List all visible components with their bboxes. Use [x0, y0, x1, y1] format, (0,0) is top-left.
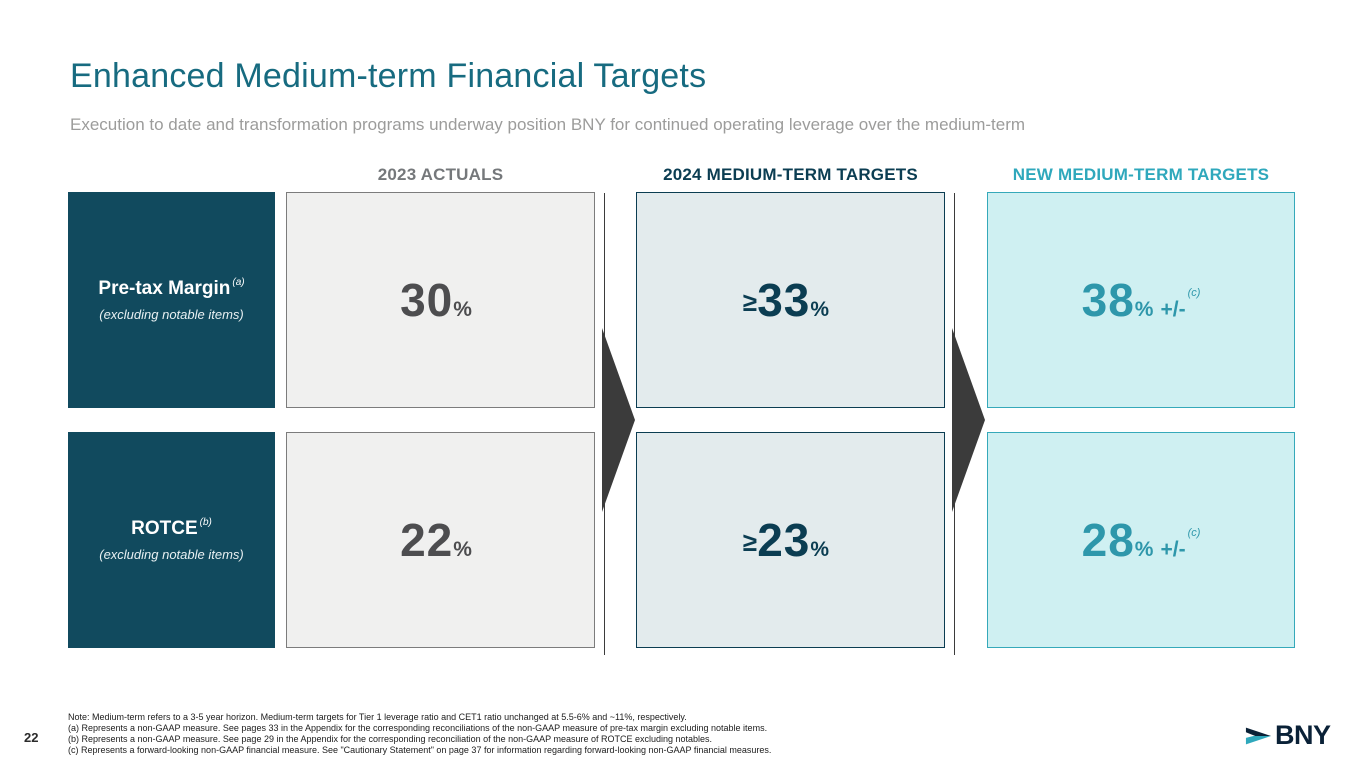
metric-label: Pre-tax Margin: [98, 278, 231, 299]
bny-arrow-icon: [1245, 727, 1272, 744]
metric-value: 30%: [400, 273, 481, 327]
metric-value: 38% +/-(c): [1082, 273, 1201, 327]
value-cell-rotce-actuals: 22%: [286, 432, 595, 648]
value-prefix: ≥: [742, 287, 758, 317]
footnote-line: (c) Represents a forward-looking non-GAA…: [68, 745, 772, 755]
metric-value: 22%: [400, 513, 481, 567]
metric-value: ≥33%: [743, 273, 838, 327]
value-number: 30: [400, 274, 454, 326]
value-footnote-ref: (c): [1187, 527, 1201, 539]
value-cell-pretax-new-target: 38% +/-(c): [987, 192, 1295, 408]
footnote-line: Note: Medium-term refers to a 3-5 year h…: [68, 712, 687, 722]
metric-footnote-ref: (a): [232, 277, 245, 288]
value-cell-pretax-actuals: 30%: [286, 192, 595, 408]
value-prefix: ≥: [742, 527, 758, 557]
value-extra: +/-: [1160, 298, 1186, 321]
footnotes: Note: Medium-term refers to a 3-5 year h…: [68, 712, 771, 756]
flow-arrow-right-icon: [602, 328, 635, 512]
column-header-new-targets: NEW MEDIUM-TERM TARGETS: [1012, 165, 1270, 184]
metric-box-rotce: ROTCE (b) (excluding notable items): [68, 432, 275, 648]
value-extra: +/-: [1160, 538, 1186, 561]
flow-arrow-right-icon: [952, 328, 985, 512]
value-cell-rotce-2024-target: ≥23%: [636, 432, 945, 648]
column-header-2023-actuals: 2023 ACTUALS: [377, 165, 504, 184]
metric-name: Pre-tax Margin (a): [98, 277, 245, 300]
value-percent-sign: %: [1134, 298, 1154, 321]
value-percent-sign: %: [453, 538, 472, 561]
page-subtitle: Execution to date and transformation pro…: [70, 115, 1026, 134]
column-header-2024-targets: 2024 MEDIUM-TERM TARGETS: [663, 165, 918, 184]
bny-logo-text: BNY: [1275, 720, 1331, 750]
bny-logo: BNY: [1245, 720, 1331, 751]
page-title: Enhanced Medium-term Financial Targets: [70, 57, 707, 95]
metric-note: (excluding notable items): [99, 307, 244, 322]
value-percent-sign: %: [453, 298, 472, 321]
value-percent-sign: %: [810, 538, 830, 561]
footnote-line: (b) Represents a non-GAAP measure. See p…: [68, 734, 713, 744]
value-number: 28: [1081, 514, 1135, 566]
value-number: 38: [1081, 274, 1135, 326]
metric-footnote-ref: (b): [199, 517, 212, 528]
value-number: 23: [757, 514, 811, 566]
metric-note: (excluding notable items): [99, 547, 244, 562]
metric-name: ROTCE (b): [131, 517, 212, 540]
value-number: 33: [757, 274, 811, 326]
value-cell-rotce-new-target: 28% +/-(c): [987, 432, 1295, 648]
page-number: 22: [24, 730, 39, 745]
value-cell-pretax-2024-target: ≥33%: [636, 192, 945, 408]
metric-value: 28% +/-(c): [1082, 513, 1201, 567]
metric-box-pretax-margin: Pre-tax Margin (a) (excluding notable ite…: [68, 192, 275, 408]
value-percent-sign: %: [810, 298, 830, 321]
metric-value: ≥23%: [743, 513, 838, 567]
value-footnote-ref: (c): [1187, 287, 1201, 299]
value-number: 22: [400, 514, 454, 566]
footnote-line: (a) Represents a non-GAAP measure. See p…: [68, 723, 768, 733]
metric-label: ROTCE: [131, 518, 198, 539]
value-percent-sign: %: [1134, 538, 1154, 561]
